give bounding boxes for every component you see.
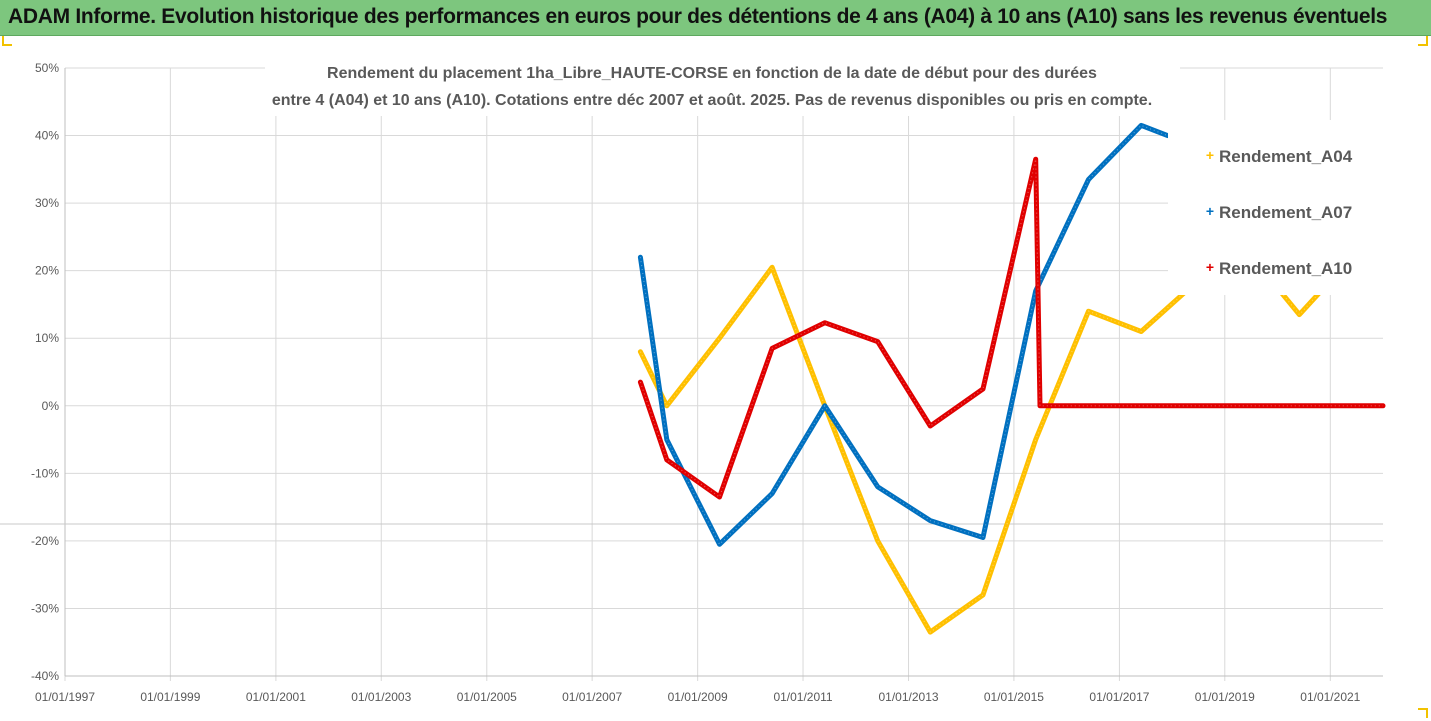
- chart-grid: [0, 67, 1383, 681]
- x-tick-label: 01/01/2005: [457, 690, 517, 704]
- y-tick-label: -30%: [31, 601, 59, 615]
- banner-title: ADAM Informe. Evolution historique des p…: [8, 5, 1388, 28]
- y-tick-label: 20%: [35, 264, 59, 278]
- chart-title-line: Rendement du placement 1ha_Libre_HAUTE-C…: [327, 65, 1097, 82]
- y-axis-ticks: 50% 40% 30% 20% 10% 0% -10% -20% -30% -40%: [31, 61, 59, 683]
- x-tick-label: 01/01/2001: [246, 690, 306, 704]
- legend-label: Rendement_A10: [1219, 259, 1352, 278]
- series-line-rendement-a10-marker-texture: [639, 159, 1383, 498]
- series-line-rendement-a07: [637, 122, 1171, 547]
- legend-label: Rendement_A04: [1219, 147, 1353, 166]
- chart-series: [637, 122, 1386, 635]
- series-line-rendement-a04: [637, 247, 1355, 635]
- corner-mark-top-left: [2, 36, 12, 46]
- report-banner: ADAM Informe. Evolution historique des p…: [0, 0, 1431, 36]
- x-axis-ticks: 01/01/1997 01/01/1999 01/01/2001 01/01/2003…: [35, 690, 1361, 704]
- y-tick-label: 30%: [35, 196, 59, 210]
- corner-mark-bottom-right: [1418, 708, 1428, 718]
- x-tick-label: 01/01/2021: [1300, 690, 1360, 704]
- chart-title-area: Rendement du placement 1ha_Libre_HAUTE-C…: [265, 56, 1180, 116]
- chart-legend: + Rendement_A04 + Rendement_A07 + Rendement_A…: [1168, 120, 1383, 295]
- corner-mark-top-right: [1418, 36, 1428, 46]
- x-tick-label: 01/01/1997: [35, 690, 95, 704]
- x-tick-label: 01/01/2013: [879, 690, 939, 704]
- title-background: [265, 56, 1180, 116]
- y-tick-label: -20%: [31, 534, 59, 548]
- x-tick-label: 01/01/2003: [351, 690, 411, 704]
- legend-marker: +: [1206, 259, 1214, 275]
- legend-marker: +: [1206, 203, 1214, 219]
- y-tick-label: 0%: [42, 399, 60, 413]
- x-tick-label: 01/01/2017: [1089, 690, 1149, 704]
- x-tick-label: 01/01/2019: [1195, 690, 1255, 704]
- x-tick-label: 01/01/2015: [984, 690, 1044, 704]
- x-tick-label: 01/01/2011: [773, 690, 832, 704]
- legend-marker: +: [1206, 147, 1214, 163]
- series-line-rendement-a04-marker-texture: [639, 249, 1353, 633]
- y-tick-label: -40%: [31, 669, 59, 683]
- x-tick-label: 01/01/2009: [668, 690, 728, 704]
- x-tick-label: 01/01/1999: [140, 690, 200, 704]
- legend-background: [1168, 120, 1383, 295]
- x-tick-label: 01/01/2007: [562, 690, 622, 704]
- chart-title-line: entre 4 (A04) et 10 ans (A10). Cotations…: [272, 92, 1152, 109]
- y-tick-label: 40%: [35, 129, 59, 143]
- series-line-rendement-a07-marker-texture: [639, 124, 1168, 546]
- y-tick-label: 10%: [35, 331, 59, 345]
- legend-label: Rendement_A07: [1219, 203, 1352, 222]
- y-tick-label: -10%: [31, 466, 59, 480]
- y-tick-label: 50%: [35, 61, 59, 75]
